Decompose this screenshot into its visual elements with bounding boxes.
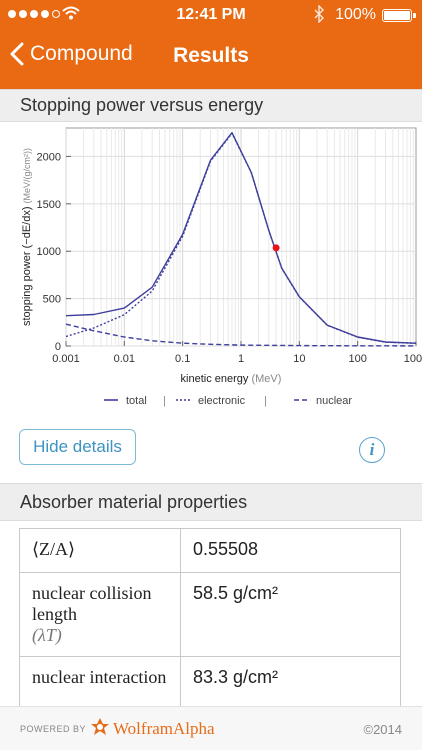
wifi-icon — [62, 6, 80, 20]
chart-section-header: Stopping power versus energy — [0, 89, 422, 122]
stopping-power-chart: 0 500 1000 1500 2000 0.001 0.01 0.1 1 10 100 1000 st… — [21, 127, 422, 407]
x-tick-label: 1000 — [404, 353, 422, 365]
legend-label-nuclear: nuclear — [316, 395, 352, 407]
x-axis-label: kinetic energy (MeV) — [181, 373, 282, 385]
properties-section-header: Absorber material properties — [0, 483, 422, 521]
y-tick-label: 1000 — [37, 246, 61, 258]
nav-bar: Compound Results — [0, 36, 422, 80]
property-value: 58.5 g/cm² — [180, 572, 401, 657]
legend-label-electronic: electronic — [198, 395, 246, 407]
x-tick-label: 100 — [348, 353, 366, 365]
y-axis-label: stopping power (−dE/dx) (MeV/(g/cm²)) — [21, 148, 33, 326]
wolfram-logo-icon — [91, 718, 109, 735]
property-label: nuclear collision length (λT) — [19, 572, 181, 657]
series-electronic — [65, 132, 417, 344]
x-tick-label: 1 — [238, 353, 244, 365]
y-tick-label: 0 — [55, 341, 61, 353]
y-tick-label: 500 — [43, 294, 61, 306]
legend-separator: | — [163, 395, 166, 407]
footer: POWERED BY WolframAlpha ©2014 — [0, 706, 422, 750]
x-tick-label: 0.01 — [114, 353, 135, 365]
back-button[interactable]: Compound — [10, 42, 133, 66]
battery-percent: 100% — [335, 6, 376, 23]
x-tick-label: 10 — [293, 353, 305, 365]
battery-icon — [382, 9, 416, 22]
powered-by-text: POWERED BY — [20, 724, 87, 734]
bluetooth-icon — [314, 5, 324, 23]
properties-table: ⟨Z/A⟩ 0.55508 nuclear collision length (λ… — [19, 528, 401, 717]
chevron-left-icon — [10, 42, 24, 66]
property-label: ⟨Z/A⟩ — [19, 528, 181, 573]
x-tick-label: 0.001 — [52, 353, 80, 365]
y-tick-label: 2000 — [37, 151, 61, 163]
property-value: 0.55508 — [180, 528, 401, 573]
top-bar: 12:41 PM 100% Compound Results — [0, 0, 422, 90]
status-time: 12:41 PM — [176, 6, 246, 23]
status-bar: 12:41 PM 100% — [0, 0, 422, 30]
back-label: Compound — [30, 42, 133, 65]
page-title: Results — [173, 44, 249, 67]
hide-details-button[interactable]: Hide details — [19, 429, 136, 465]
signal-icon — [8, 10, 60, 18]
series-nuclear — [65, 323, 417, 347]
copyright: ©2014 — [363, 722, 403, 737]
table-row: nuclear collision length (λT) 58.5 g/cm² — [19, 572, 401, 657]
data-marker — [272, 244, 280, 252]
legend-separator: | — [264, 395, 267, 407]
legend-label-total: total — [126, 395, 147, 407]
info-button[interactable]: i — [359, 437, 385, 463]
x-tick-label: 0.1 — [175, 353, 190, 365]
y-tick-label: 1500 — [37, 199, 61, 211]
table-row: ⟨Z/A⟩ 0.55508 — [19, 528, 401, 573]
wolfram-alpha-brand[interactable]: WolframAlpha — [113, 719, 215, 738]
battery-fill — [384, 11, 410, 20]
